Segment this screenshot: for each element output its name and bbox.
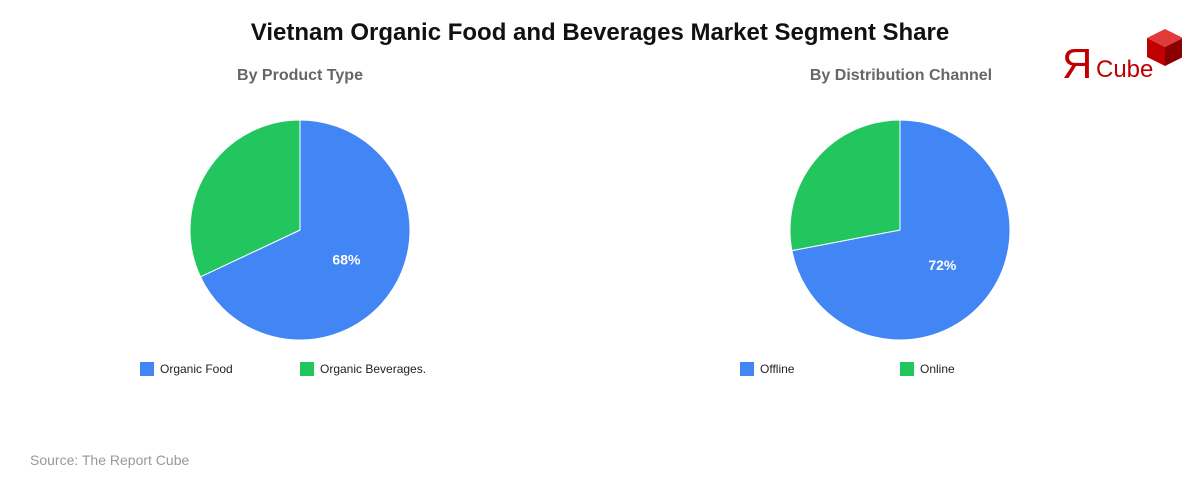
legend-swatch: [300, 362, 314, 376]
pie-data-label-product-type-0: 68%: [332, 251, 361, 267]
pie-slice-distribution-channel-1: [789, 119, 901, 252]
rcube-logo: Я Cube: [1062, 29, 1182, 82]
legend-item-organic-beverages: Organic Beverages.: [300, 362, 426, 376]
pie-data-label-distribution-channel-0: 72%: [928, 257, 957, 273]
logo-text: Cube: [1096, 56, 1153, 82]
legend-label: Online: [920, 362, 955, 376]
legend-item-offline: Offline: [740, 362, 794, 376]
legend-label: Offline: [760, 362, 795, 376]
logo-letter: Я: [1062, 40, 1092, 82]
chart-1-subtitle: By Product Type: [237, 67, 363, 84]
pie-slice-product-type-0: [199, 119, 411, 341]
legend-label: Organic Food: [160, 362, 233, 376]
legend-swatch: [140, 362, 154, 376]
legend-swatch: [900, 362, 914, 376]
chart-2-subtitle: By Distribution Channel: [809, 67, 993, 84]
legend-swatch: [740, 362, 754, 376]
pie-slice-distribution-channel-0: [791, 119, 1011, 341]
legend-item-online: Online: [900, 362, 955, 376]
legend-item-organic-food: Organic Food: [140, 362, 233, 376]
page-title: Vietnam Organic Food and Beverages Marke…: [250, 19, 950, 46]
source-note: Source: The Report Cube: [30, 452, 190, 468]
pie-slice-product-type-1: [189, 119, 301, 278]
legend-label: Organic Beverages.: [320, 362, 427, 376]
